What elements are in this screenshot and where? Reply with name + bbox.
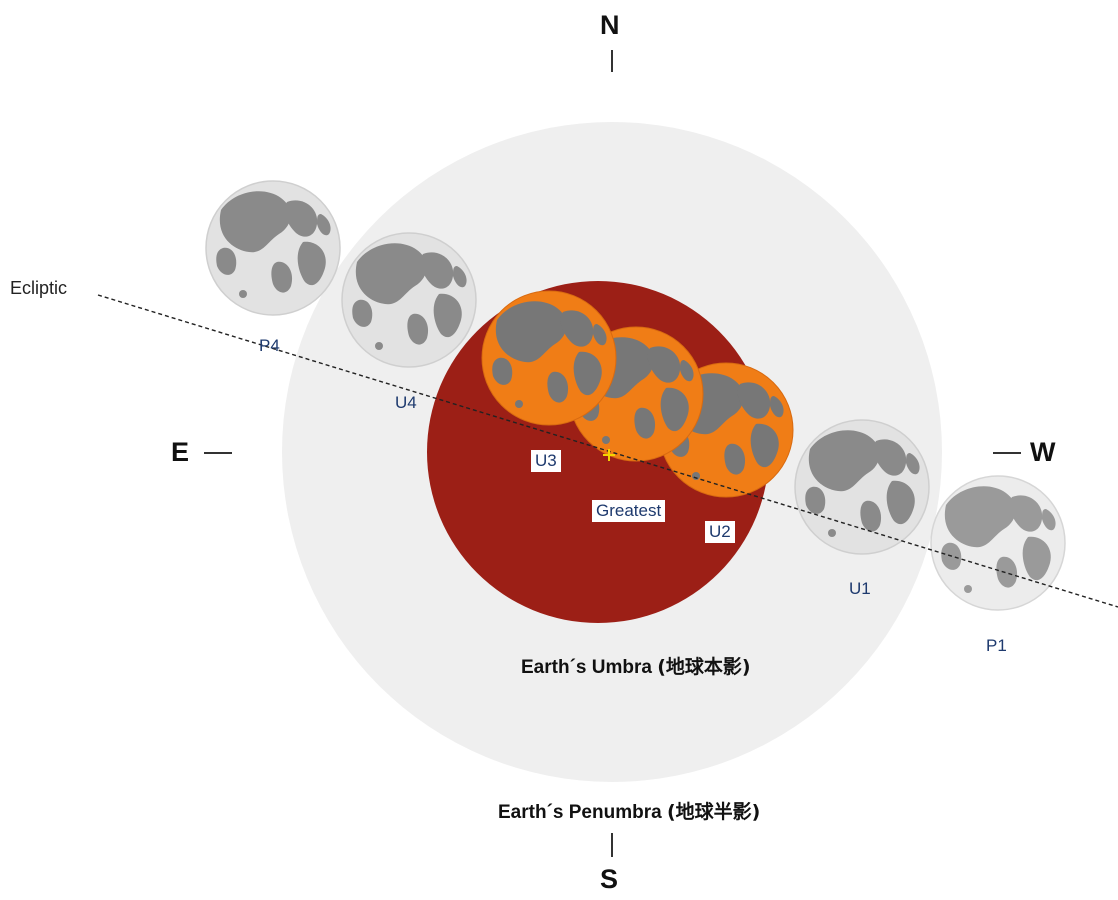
moon-u3 [481,290,617,426]
penumbra-title: Earth´s Penumbra (地球半影) [498,797,760,824]
contact-label-greatest: Greatest [592,500,666,522]
umbra-title-zh: (地球本影) [657,656,751,678]
contact-label-u2: U2 [705,521,735,543]
east-tick [204,452,232,454]
penumbra-title-zh: (地球半影) [666,801,761,823]
north-label: N [600,10,620,40]
south-label: S [600,864,619,894]
moon-u4 [341,232,477,368]
contact-label-u1: U1 [849,579,871,598]
contact-label-u3: U3 [531,450,561,472]
north-tick [611,50,613,72]
east-label: E [171,437,190,467]
contact-label-p1: P1 [986,636,1007,655]
contact-label-p4: P4 [259,336,280,355]
penumbra-title-en: Earth´s Penumbra [498,802,662,823]
west-label: W [1030,437,1056,467]
south-tick [611,833,613,857]
west-tick [993,452,1021,454]
moon-p4 [205,180,341,316]
moon-u1 [794,419,930,555]
umbra-title: Earth´s Umbra (地球本影) [521,652,751,679]
umbra-title-en: Earth´s Umbra [521,657,652,678]
greatest-marker [603,449,615,461]
ecliptic-label: Ecliptic [10,278,68,298]
contact-label-u4: U4 [395,393,417,412]
moon-p1 [930,475,1066,611]
